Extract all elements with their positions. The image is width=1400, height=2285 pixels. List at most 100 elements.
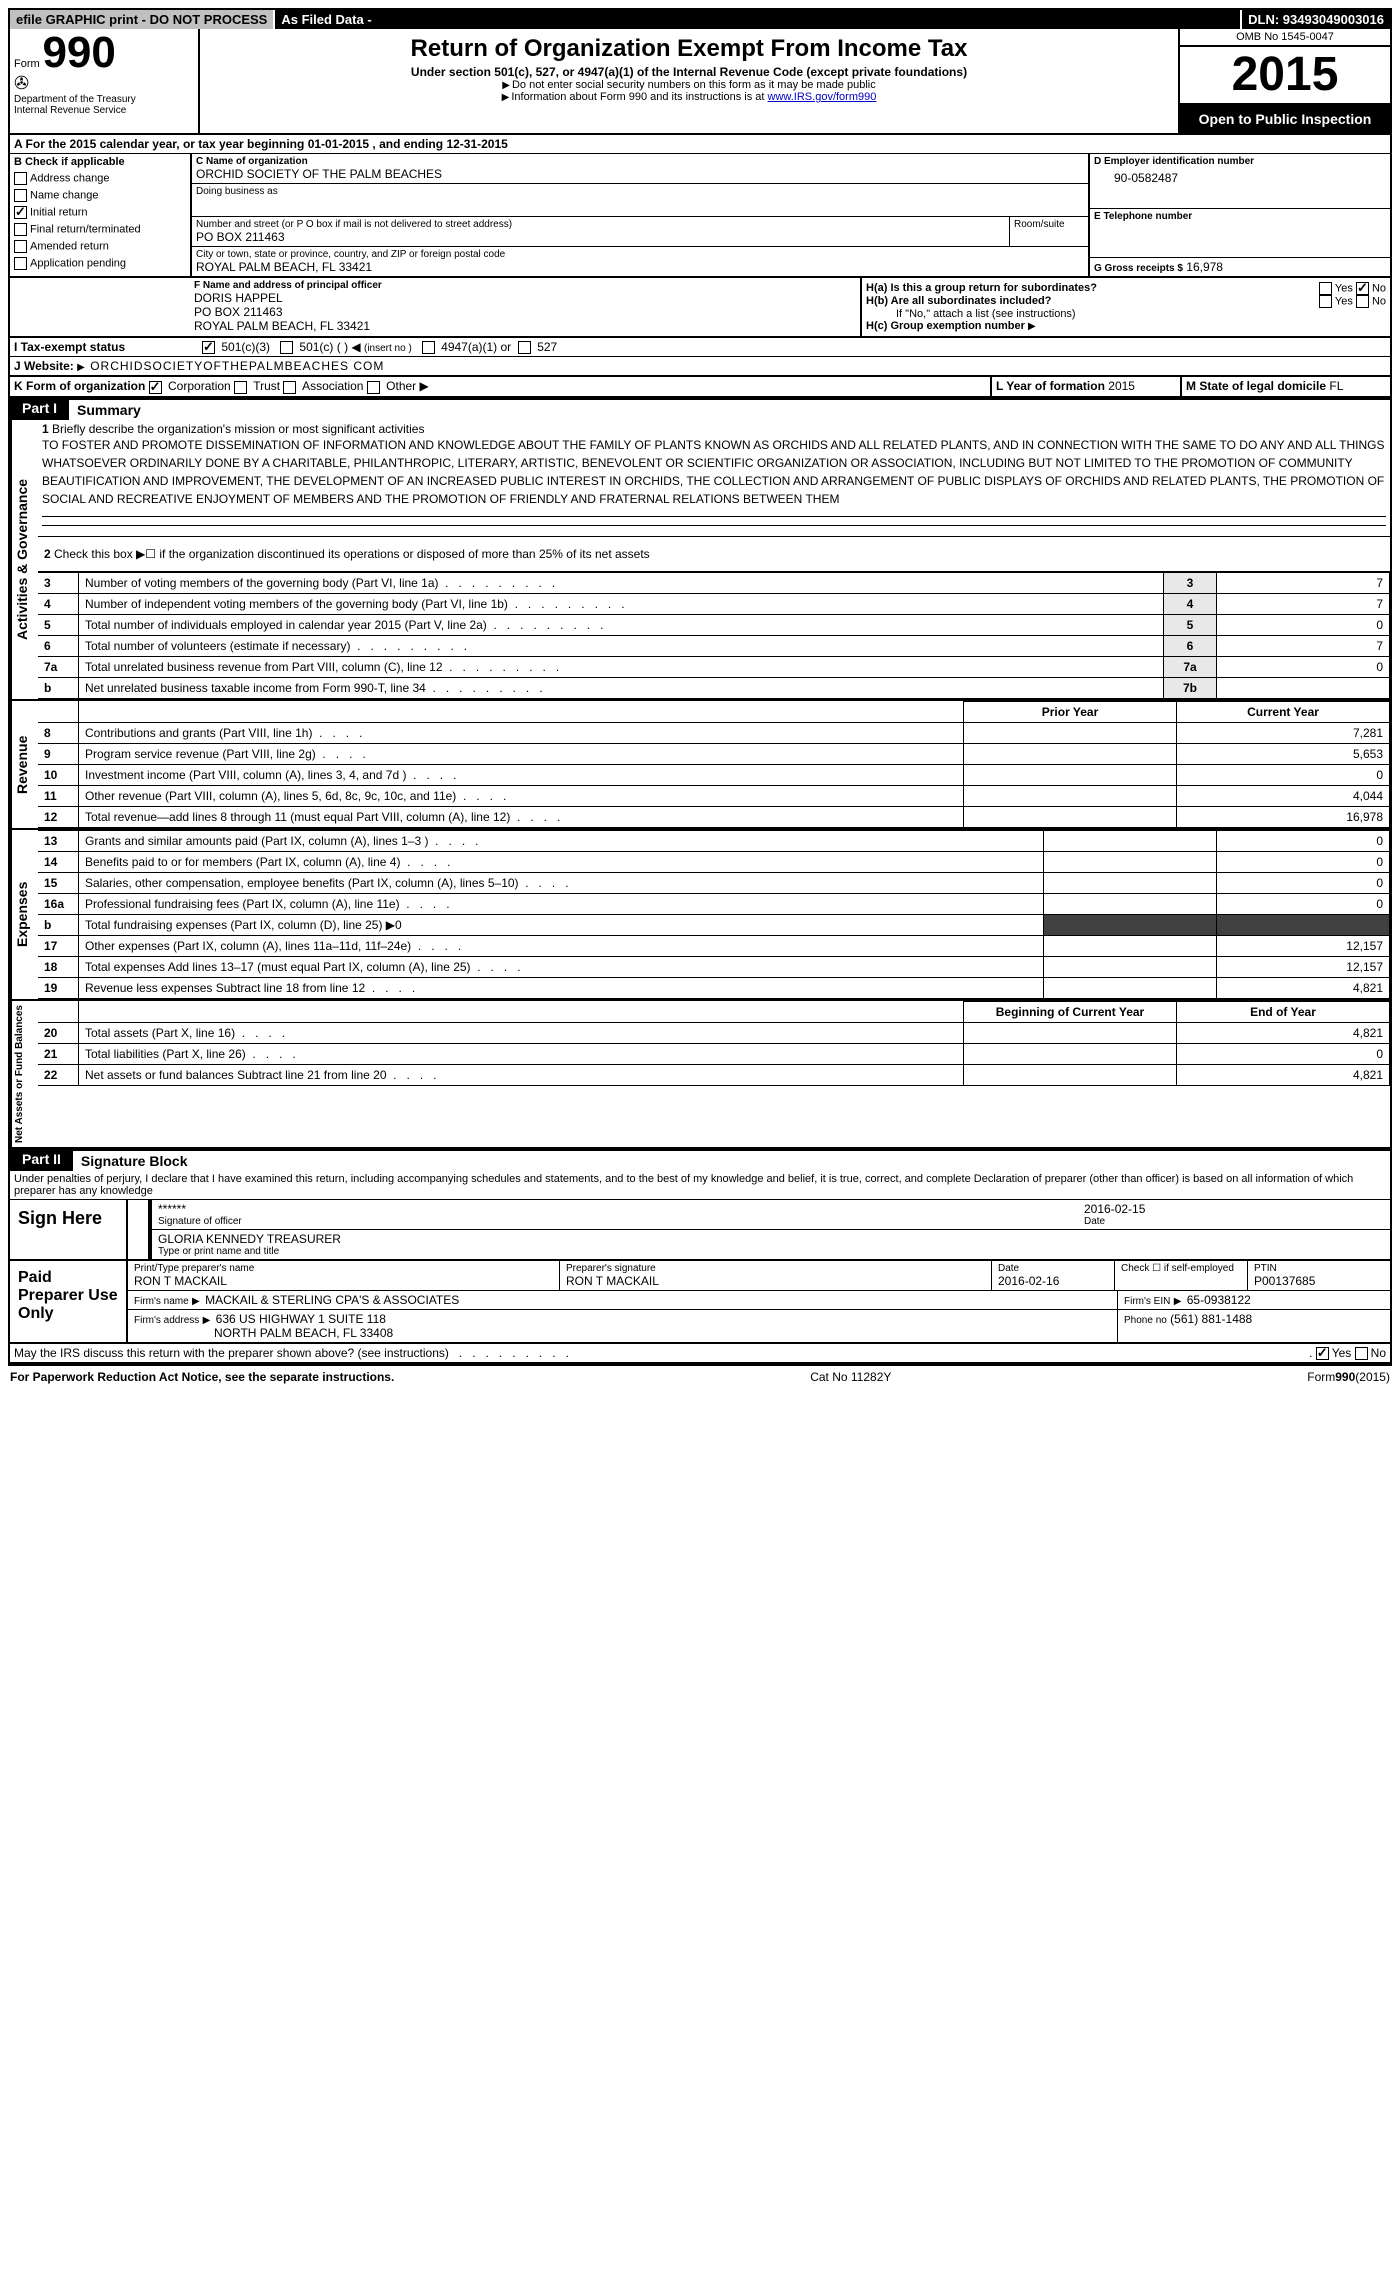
- sign-here-section: Sign Here ****** Signature of officer 20…: [10, 1200, 1390, 1261]
- table-row: 7aTotal unrelated business revenue from …: [38, 656, 1390, 677]
- initial-return-label: Initial return: [30, 206, 87, 218]
- footer-right: Form990(2015): [1307, 1370, 1390, 1384]
- chk-trust[interactable]: [234, 381, 247, 394]
- sig-stars: ******: [158, 1202, 1072, 1216]
- part2-label: Part II: [10, 1149, 73, 1171]
- officer-addr2: ROYAL PALM BEACH, FL 33421: [194, 319, 856, 333]
- table-row: 8Contributions and grants (Part VIII, li…: [38, 722, 1390, 743]
- name-change-label: Name change: [30, 189, 99, 201]
- line-i: I Tax-exempt status 501(c)(3) 501(c) ( )…: [10, 338, 1390, 357]
- org-address: PO BOX 211463: [196, 230, 1005, 244]
- yes-label-2: Yes: [1335, 295, 1353, 307]
- open-inspection: Open to Public Inspection: [1180, 105, 1390, 133]
- hb-note: If "No," attach a list (see instructions…: [866, 308, 1386, 320]
- form-subtitle: Under section 501(c), 527, or 4947(a)(1)…: [208, 65, 1170, 79]
- no-label: No: [1372, 282, 1386, 294]
- table-row: 17Other expenses (Part IX, column (A), l…: [38, 935, 1390, 956]
- revenue-section: Revenue Prior YearCurrent Year8Contribut…: [10, 699, 1390, 828]
- table-row: 15Salaries, other compensation, employee…: [38, 872, 1390, 893]
- chk-amended[interactable]: [14, 240, 27, 253]
- amended-label: Amended return: [30, 240, 109, 252]
- ha-yes[interactable]: [1319, 282, 1332, 295]
- ein-value: 90-0582487: [1094, 167, 1386, 185]
- table-row: 13Grants and similar amounts paid (Part …: [38, 830, 1390, 851]
- part1-header: Part I Summary: [10, 398, 1390, 420]
- perjury-statement: Under penalties of perjury, I declare th…: [10, 1171, 1390, 1200]
- i-label: I Tax-exempt status: [10, 338, 198, 356]
- form-prefix: Form: [14, 58, 40, 70]
- discuss-no[interactable]: [1355, 1347, 1368, 1360]
- part1-body: Activities & Governance 1 Briefly descri…: [10, 420, 1390, 699]
- chk-final[interactable]: [14, 223, 27, 236]
- ha-no[interactable]: [1356, 282, 1369, 295]
- opt-501c-note: (insert no ): [364, 343, 412, 354]
- line-a-label: A For the 2015 calendar year, or tax yea…: [14, 137, 304, 151]
- chk-name-change[interactable]: [14, 189, 27, 202]
- section-f: F Name and address of principal officer …: [190, 278, 860, 336]
- page-footer: For Paperwork Reduction Act Notice, see …: [8, 1366, 1392, 1388]
- chk-501c3[interactable]: [202, 341, 215, 354]
- prep-date-label: Date: [998, 1263, 1108, 1274]
- opt-501c: 501(c) ( ): [299, 340, 348, 354]
- chk-4947[interactable]: [422, 341, 435, 354]
- discuss-no-label: No: [1371, 1346, 1386, 1360]
- ssn-note: Do not enter social security numbers on …: [208, 79, 1170, 91]
- opt-other: Other: [386, 379, 416, 393]
- firm-addr1: 636 US HIGHWAY 1 SUITE 118: [216, 1312, 386, 1326]
- chk-app-pending[interactable]: [14, 257, 27, 270]
- chk-501c[interactable]: [280, 341, 293, 354]
- firm-name: MACKAIL & STERLING CPA'S & ASSOCIATES: [205, 1293, 459, 1307]
- header-center: Return of Organization Exempt From Incom…: [200, 29, 1178, 133]
- net-assets-table: Beginning of Current YearEnd of Year20To…: [38, 1001, 1390, 1086]
- expenses-table: 13Grants and similar amounts paid (Part …: [38, 830, 1390, 999]
- prep-date: 2016-02-16: [998, 1274, 1108, 1288]
- efile-notice: efile GRAPHIC print - DO NOT PROCESS: [10, 10, 275, 29]
- header-left: Form 990 ✇ Department of the Treasury In…: [10, 29, 200, 133]
- prep-sig-label: Preparer's signature: [566, 1263, 985, 1274]
- website-value: ORCHIDSOCIETYOFTHEPALMBEACHES COM: [90, 359, 384, 373]
- hb-no[interactable]: [1356, 295, 1369, 308]
- table-row: 20Total assets (Part X, line 16)4,821: [38, 1022, 1390, 1043]
- m-value: FL: [1329, 379, 1343, 393]
- revenue-table: Prior YearCurrent Year8Contributions and…: [38, 701, 1390, 828]
- discuss-label: May the IRS discuss this return with the…: [14, 1346, 449, 1360]
- l-label: L Year of formation: [996, 379, 1105, 393]
- m-label: M State of legal domicile: [1186, 379, 1326, 393]
- chk-assoc[interactable]: [283, 381, 296, 394]
- sig-date: 2016-02-15: [1084, 1202, 1384, 1216]
- chk-other[interactable]: [367, 381, 380, 394]
- sign-here-label: Sign Here: [10, 1200, 128, 1259]
- chk-corp[interactable]: [149, 381, 162, 394]
- discuss-row: May the IRS discuss this return with the…: [10, 1344, 1390, 1364]
- prep-name-label: Print/Type preparer's name: [134, 1263, 553, 1274]
- chk-addr-change[interactable]: [14, 172, 27, 185]
- irs-link[interactable]: www.IRS.gov/form990: [768, 91, 877, 103]
- line-a-mid: , and ending: [372, 137, 443, 151]
- chk-527[interactable]: [518, 341, 531, 354]
- firm-ein: 65-0938122: [1187, 1293, 1251, 1307]
- officer-printed-name: GLORIA KENNEDY TREASURER: [158, 1232, 1384, 1246]
- c-label: C Name of organization: [196, 156, 1084, 167]
- fh-block: F Name and address of principal officer …: [10, 278, 1390, 338]
- form-container: efile GRAPHIC print - DO NOT PROCESS As …: [8, 8, 1392, 1366]
- table-row: 16aProfessional fundraising fees (Part I…: [38, 893, 1390, 914]
- dept-treasury: Department of the Treasury: [14, 94, 194, 105]
- opt-501c3: 501(c)(3): [221, 340, 270, 354]
- hc-label: H(c) Group exemption number: [866, 320, 1025, 332]
- paid-preparer-section: Paid Preparer Use Only Print/Type prepar…: [10, 1261, 1390, 1344]
- app-pending-label: Application pending: [30, 257, 126, 269]
- prep-name: RON T MACKAIL: [134, 1274, 553, 1288]
- org-city: ROYAL PALM BEACH, FL 33421: [196, 260, 1084, 274]
- prep-sig: RON T MACKAIL: [566, 1274, 985, 1288]
- activities-governance-label: Activities & Governance: [10, 420, 38, 699]
- form-number: 990: [42, 28, 115, 77]
- opt-527: 527: [537, 340, 557, 354]
- hb-yes[interactable]: [1319, 295, 1332, 308]
- footer-mid: Cat No 11282Y: [810, 1370, 891, 1384]
- ptin-value: P00137685: [1254, 1274, 1384, 1288]
- chk-initial[interactable]: [14, 206, 27, 219]
- sig-officer-label: Signature of officer: [158, 1216, 1072, 1227]
- table-row: 14Benefits paid to or for members (Part …: [38, 851, 1390, 872]
- addr-label: Number and street (or P O box if mail is…: [196, 219, 1005, 230]
- discuss-yes[interactable]: [1316, 1347, 1329, 1360]
